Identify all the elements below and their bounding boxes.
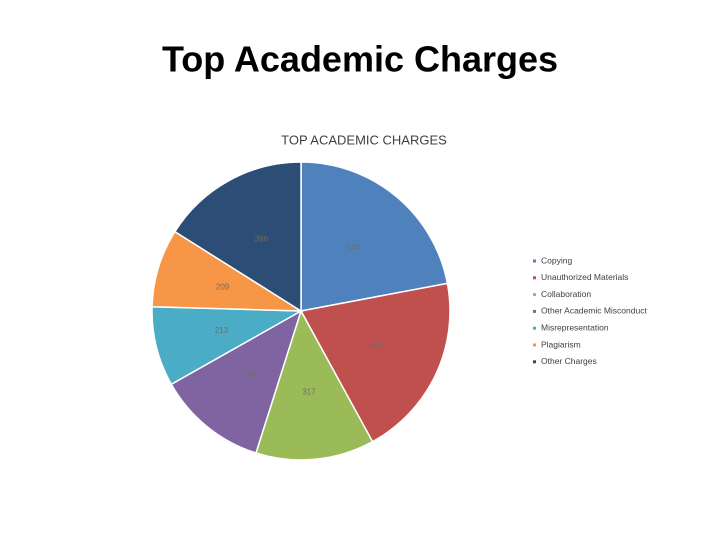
legend-label: Misrepresentation <box>541 322 609 332</box>
data-label: 317 <box>302 388 316 397</box>
data-label: 213 <box>215 326 229 335</box>
legend-label: Collaboration <box>541 289 591 299</box>
legend-swatch <box>533 360 536 364</box>
pie-slice <box>173 161 302 313</box>
data-label: 543 <box>347 243 361 252</box>
legend-label: Other Charges <box>541 356 597 366</box>
data-label: 294 <box>243 370 257 379</box>
data-label: 209 <box>216 282 230 291</box>
legend-swatch <box>533 326 536 330</box>
legend-swatch <box>533 309 536 313</box>
data-label: 493 <box>368 341 382 350</box>
data-label: 396 <box>255 234 269 243</box>
legend-label: Plagiarism <box>541 339 581 349</box>
pie-slice <box>299 282 451 443</box>
legend-swatch <box>533 343 536 347</box>
legend-swatch <box>533 259 536 263</box>
legend-label: Unauthorized Materials <box>541 272 628 282</box>
pie-slice <box>300 161 449 312</box>
pie-slice <box>170 309 303 454</box>
legend-label: Other Academic Misconduct <box>541 306 647 316</box>
legend-swatch <box>533 276 536 280</box>
legend-label: Copying <box>541 255 572 265</box>
pie-slice <box>255 309 374 461</box>
chart-title: TOP ACADEMIC CHARGES <box>281 132 447 147</box>
legend-swatch <box>533 293 536 297</box>
slide-title: Top Academic Charges <box>162 39 558 80</box>
